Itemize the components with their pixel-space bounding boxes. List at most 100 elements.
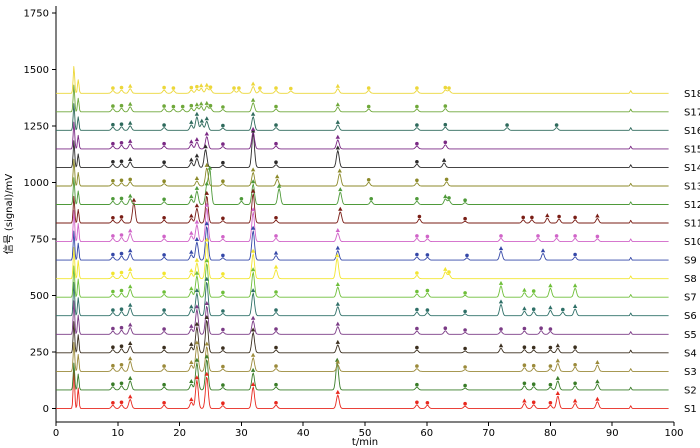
trace-s16 <box>56 103 669 131</box>
trace-s7 <box>56 263 669 298</box>
series-label-s15: S15 <box>684 144 700 155</box>
peak-marker <box>194 102 200 107</box>
peak-marker <box>366 86 371 90</box>
trace-s9 <box>56 226 669 261</box>
peak-marker <box>194 340 200 345</box>
peak-marker <box>250 179 256 184</box>
peak-marker <box>128 177 132 182</box>
peak-marker <box>162 382 166 387</box>
peak-marker <box>180 104 185 109</box>
series-label-s3: S3 <box>684 367 697 378</box>
traces <box>56 66 669 409</box>
y-tick-label: 1500 <box>24 65 49 76</box>
series-label-s12: S12 <box>684 200 700 211</box>
peak-marker <box>443 326 448 331</box>
peak-marker <box>194 219 200 224</box>
peak-marker <box>119 196 124 201</box>
series-labels: S1 S2 S3 S4 S5 S6 S7 S8 S9 S10 S11 S12 S13 S14 S15 S16 S… <box>684 89 700 415</box>
trace-s17 <box>56 84 669 113</box>
peak-marker <box>366 104 371 109</box>
peak-marker <box>221 364 225 369</box>
peak-marker <box>250 167 256 172</box>
x-tick-label: 90 <box>606 428 619 439</box>
peak-marker <box>595 396 600 401</box>
peak-marker <box>415 252 419 257</box>
peak-marker <box>189 85 194 90</box>
peak-marker <box>119 103 124 108</box>
y-tick-label: 0 <box>43 404 49 415</box>
peak-marker <box>221 309 225 313</box>
peak-marker <box>250 382 256 386</box>
peak-marker <box>415 141 419 146</box>
peak-marker <box>194 203 200 208</box>
peak-marker <box>463 365 467 369</box>
peak-marker <box>443 266 448 271</box>
peak-marker <box>232 86 236 90</box>
peak-marker <box>119 122 124 126</box>
peak-marker <box>572 304 578 308</box>
peak-marker <box>119 159 124 164</box>
peak-marker <box>415 104 419 109</box>
peak-marker <box>276 183 282 188</box>
peak-marker <box>554 234 559 238</box>
peak-marker <box>111 197 115 201</box>
peak-marker <box>162 327 166 331</box>
peak-marker <box>463 328 467 332</box>
peak-marker <box>204 371 209 376</box>
peak-marker <box>111 179 115 183</box>
peak-marker <box>204 315 209 319</box>
peak-marker <box>540 248 546 253</box>
peak-marker <box>522 287 527 292</box>
peak-marker <box>531 289 536 293</box>
peak-marker <box>505 123 509 127</box>
peak-marker <box>444 177 449 182</box>
peak-marker <box>417 214 422 219</box>
peak-marker <box>221 160 225 165</box>
peak-marker <box>274 141 278 146</box>
series-label-s9: S9 <box>684 256 697 267</box>
peak-marker <box>204 202 209 207</box>
trace-s5 <box>56 300 669 335</box>
peak-marker <box>204 100 209 105</box>
peak-marker <box>119 251 124 256</box>
peak-marker <box>531 382 536 387</box>
peak-marker <box>548 305 553 310</box>
peak-marker <box>119 400 124 405</box>
peak-marker <box>111 160 115 164</box>
peak-marker <box>548 327 553 331</box>
series-label-s6: S6 <box>684 311 697 322</box>
peak-marker <box>274 308 278 312</box>
series-label-s16: S16 <box>684 126 700 137</box>
y-tick-label: 250 <box>30 347 49 358</box>
series-label-s5: S5 <box>684 330 697 341</box>
peak-marker <box>335 145 340 150</box>
peak-marker <box>119 325 124 330</box>
y-tick-label: 1000 <box>24 178 49 189</box>
x-tick-label: 60 <box>420 428 433 439</box>
trace-s13 <box>56 158 669 187</box>
peak-marker <box>128 138 133 143</box>
peak-marker <box>250 315 256 320</box>
series-label-s14: S14 <box>684 163 700 174</box>
series-label-s1: S1 <box>684 404 697 415</box>
peak-marker <box>274 104 278 109</box>
peak-marker <box>171 104 176 109</box>
peak-marker <box>274 123 278 127</box>
peak-marker <box>171 86 176 90</box>
peak-marker <box>366 178 371 182</box>
peak-marker <box>555 375 560 380</box>
peak-marker <box>531 345 536 350</box>
peak-markers <box>111 81 600 406</box>
peak-marker <box>119 85 124 90</box>
peak-marker <box>194 304 200 309</box>
y-tick-label: 1750 <box>24 8 49 19</box>
peak-marker <box>111 122 115 127</box>
peak-marker <box>572 283 578 288</box>
peak-marker <box>335 245 340 250</box>
peak-marker <box>531 307 536 312</box>
peak-marker <box>162 290 166 294</box>
peak-marker <box>447 196 451 200</box>
peak-marker <box>119 178 124 183</box>
peak-marker <box>189 360 194 364</box>
